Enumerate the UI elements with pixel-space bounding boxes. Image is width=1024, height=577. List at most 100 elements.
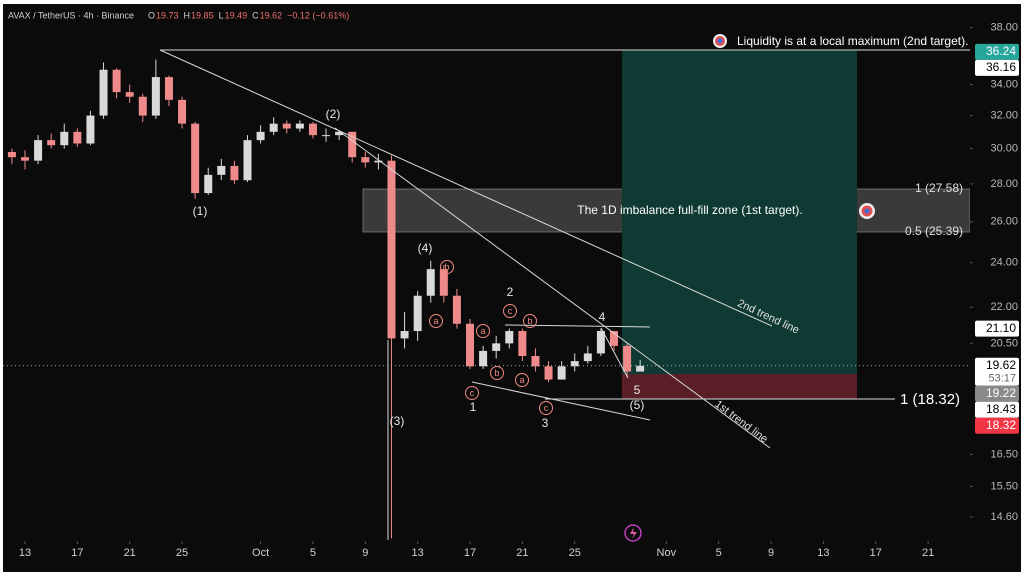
x-tick-label: 9 [768, 547, 774, 559]
candle-body [583, 353, 592, 362]
candle-body [531, 355, 540, 367]
candle-body [518, 331, 527, 356]
x-tick-label: 13 [817, 547, 829, 559]
wave-circle [440, 260, 454, 274]
price-label-box [975, 43, 1019, 60]
lightning-icon[interactable] [624, 524, 642, 542]
x-tick-label: Oct [252, 547, 269, 559]
candle-body [125, 92, 134, 97]
annotation: The 1D imbalance full-fill zone (1st tar… [577, 203, 802, 217]
x-tick-label: 5 [716, 547, 722, 559]
candle-body [452, 295, 461, 324]
wave-letter: a [433, 316, 438, 326]
candle-body [217, 165, 226, 175]
candle-body [335, 131, 344, 136]
wave-circle [476, 324, 490, 338]
annotation: Liquidity is at a local maximum (2nd tar… [737, 34, 968, 48]
wave-circle [515, 373, 529, 387]
candle-body [636, 365, 645, 372]
price-label: 19.22 [986, 386, 1016, 400]
candle-body [20, 157, 29, 161]
stop-zone [622, 374, 857, 399]
candle-body [60, 131, 69, 146]
y-tick-label: 20.50 [990, 337, 1018, 349]
wave-letter: b [444, 262, 449, 272]
wave-circle [539, 401, 553, 415]
wave-label: (5) [630, 398, 645, 412]
candle-body [243, 140, 252, 181]
wave-label: 2 [507, 285, 514, 299]
x-tick-label: 13 [412, 547, 424, 559]
target-icon [713, 34, 727, 48]
wave-label: (1) [193, 204, 208, 218]
candle-body [596, 331, 605, 354]
candle-body [86, 115, 95, 144]
y-tick-label: 28.00 [990, 178, 1018, 190]
target-zone [622, 50, 857, 374]
ohlc-value: 19.62 [260, 10, 283, 20]
candle-body [439, 269, 448, 296]
candle-body [387, 160, 396, 339]
wave-letter: a [480, 326, 485, 336]
price-label-box [975, 357, 1019, 386]
annotation: 1 (18.32) [900, 391, 960, 408]
price-label: 21.10 [986, 321, 1016, 335]
price-label-box [975, 385, 1019, 402]
candle-body [138, 96, 147, 116]
y-tick-label: 24.00 [990, 257, 1018, 269]
x-tick-label: 5 [310, 547, 316, 559]
candle-body [99, 69, 108, 116]
candle-body [374, 160, 383, 163]
candle-body [34, 140, 43, 161]
candle-body [609, 331, 618, 346]
candle-body [557, 366, 566, 380]
candle-body [256, 131, 265, 141]
wave-5-line [600, 327, 629, 379]
candle-body [492, 343, 501, 351]
candle-body [230, 165, 239, 181]
price-label: 18.43 [986, 402, 1016, 416]
ohlc-value: 19.85 [191, 10, 214, 20]
candle-body [295, 123, 304, 129]
trend-line-1 [334, 127, 771, 449]
x-tick-label: 21 [922, 547, 934, 559]
candle-body [73, 131, 82, 144]
candle-body [413, 295, 422, 332]
trend-line-2 [159, 49, 773, 327]
price-label-box [975, 59, 1019, 76]
wave-circle [465, 386, 479, 400]
wave-label: 3 [542, 416, 549, 430]
wave-letter: a [519, 375, 524, 385]
annotation: 0.5 (25.39) [905, 224, 963, 238]
candle-body [623, 345, 632, 372]
candle-body [466, 323, 475, 367]
wave-letter: b [527, 316, 532, 326]
candle-body [178, 99, 187, 124]
y-tick-label: 22.00 [990, 301, 1018, 313]
wave-letter: c [544, 403, 549, 413]
y-tick-label: 30.00 [990, 142, 1018, 154]
x-tick-label: 17 [71, 547, 83, 559]
countdown: 53:17 [988, 373, 1016, 385]
header: AVAX / TetherUS · 4h · Binance O 19.73 H 19… [8, 10, 349, 20]
wave-letter: c [470, 388, 475, 398]
price-label-box [975, 417, 1019, 434]
wave-circle [490, 366, 504, 380]
wave-label: (2) [326, 107, 341, 121]
x-tick-label: 25 [569, 547, 581, 559]
annotation: 1 (27.58) [915, 181, 963, 195]
price-label: 36.16 [986, 60, 1016, 74]
price-axis [970, 4, 1021, 541]
ohlc-key: C [252, 10, 259, 20]
candle-body [322, 135, 331, 137]
candle-body [112, 69, 121, 93]
candle-body [570, 361, 579, 367]
candle-body [7, 152, 16, 158]
y-tick-label: 15.50 [990, 480, 1018, 492]
y-tick-label: 34.00 [990, 78, 1018, 90]
x-tick-label: 17 [464, 547, 476, 559]
candle-body [47, 140, 56, 146]
candle-body [479, 350, 488, 367]
y-tick-label: 14.60 [990, 511, 1018, 523]
